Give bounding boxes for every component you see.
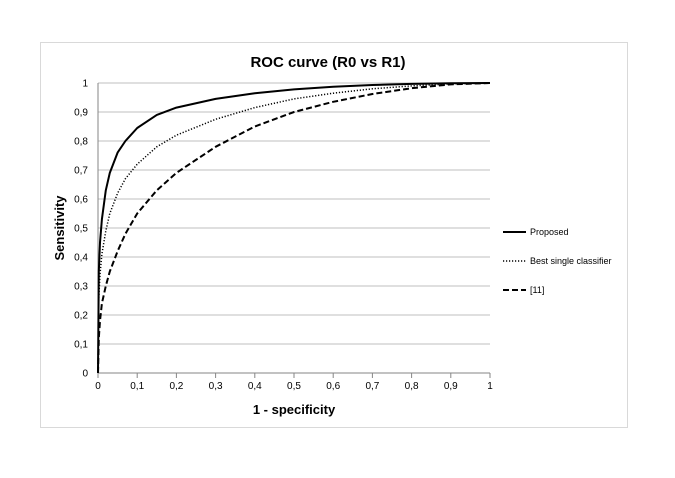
x-tick-label: 0,8 <box>405 381 419 392</box>
x-tick-labels: 0 0,1 0,2 0,3 0,4 0,5 0,6 0,7 0,8 0,9 1 <box>95 381 493 392</box>
x-tick-label: 0,7 <box>365 381 379 392</box>
legend: Proposed Best single classifier [11] <box>503 227 612 295</box>
y-tick-label: 0,1 <box>74 340 88 351</box>
y-tick-label: 0,8 <box>74 137 88 148</box>
y-tick-label: 0,5 <box>74 224 88 235</box>
grid-lines <box>98 82 490 345</box>
chart-frame <box>40 42 628 428</box>
x-tick-label: 0,9 <box>444 381 458 392</box>
x-tick-label: 0 <box>95 381 101 392</box>
legend-label: Best single classifier <box>530 256 612 266</box>
x-tick-label: 0,6 <box>326 381 340 392</box>
series-lines <box>97 82 491 374</box>
series-line-2 <box>97 82 491 374</box>
x-tick-label: 0,5 <box>287 381 301 392</box>
y-tick-label: 0,2 <box>74 311 88 322</box>
legend-label: [11] <box>530 285 544 295</box>
y-tick-label: 1 <box>82 79 88 90</box>
x-tick-label: 0,1 <box>130 381 144 392</box>
y-tick-label: 0 <box>82 369 88 380</box>
series-line-3 <box>97 82 491 374</box>
y-tick-label: 0,4 <box>74 253 88 264</box>
x-axis-label: 1 - specificity <box>253 402 336 417</box>
series-line-1 <box>97 82 491 374</box>
x-tick-label: 0,2 <box>169 381 183 392</box>
x-tick-label: 0,3 <box>209 381 223 392</box>
x-tick-label: 1 <box>487 381 493 392</box>
x-tick-label: 0,4 <box>248 381 262 392</box>
y-tick-label: 0,9 <box>74 108 88 119</box>
chart-title: ROC curve (R0 vs R1) <box>250 54 405 71</box>
legend-label: Proposed <box>530 227 569 237</box>
y-tick-label: 0,6 <box>74 195 88 206</box>
y-tick-label: 0,7 <box>74 166 88 177</box>
y-tick-labels: 0 0,1 0,2 0,3 0,4 0,5 0,6 0,7 0,8 0,9 1 <box>74 79 88 380</box>
y-axis-label: Sensitivity <box>52 195 67 261</box>
axes <box>97 83 491 378</box>
y-tick-label: 0,3 <box>74 282 88 293</box>
